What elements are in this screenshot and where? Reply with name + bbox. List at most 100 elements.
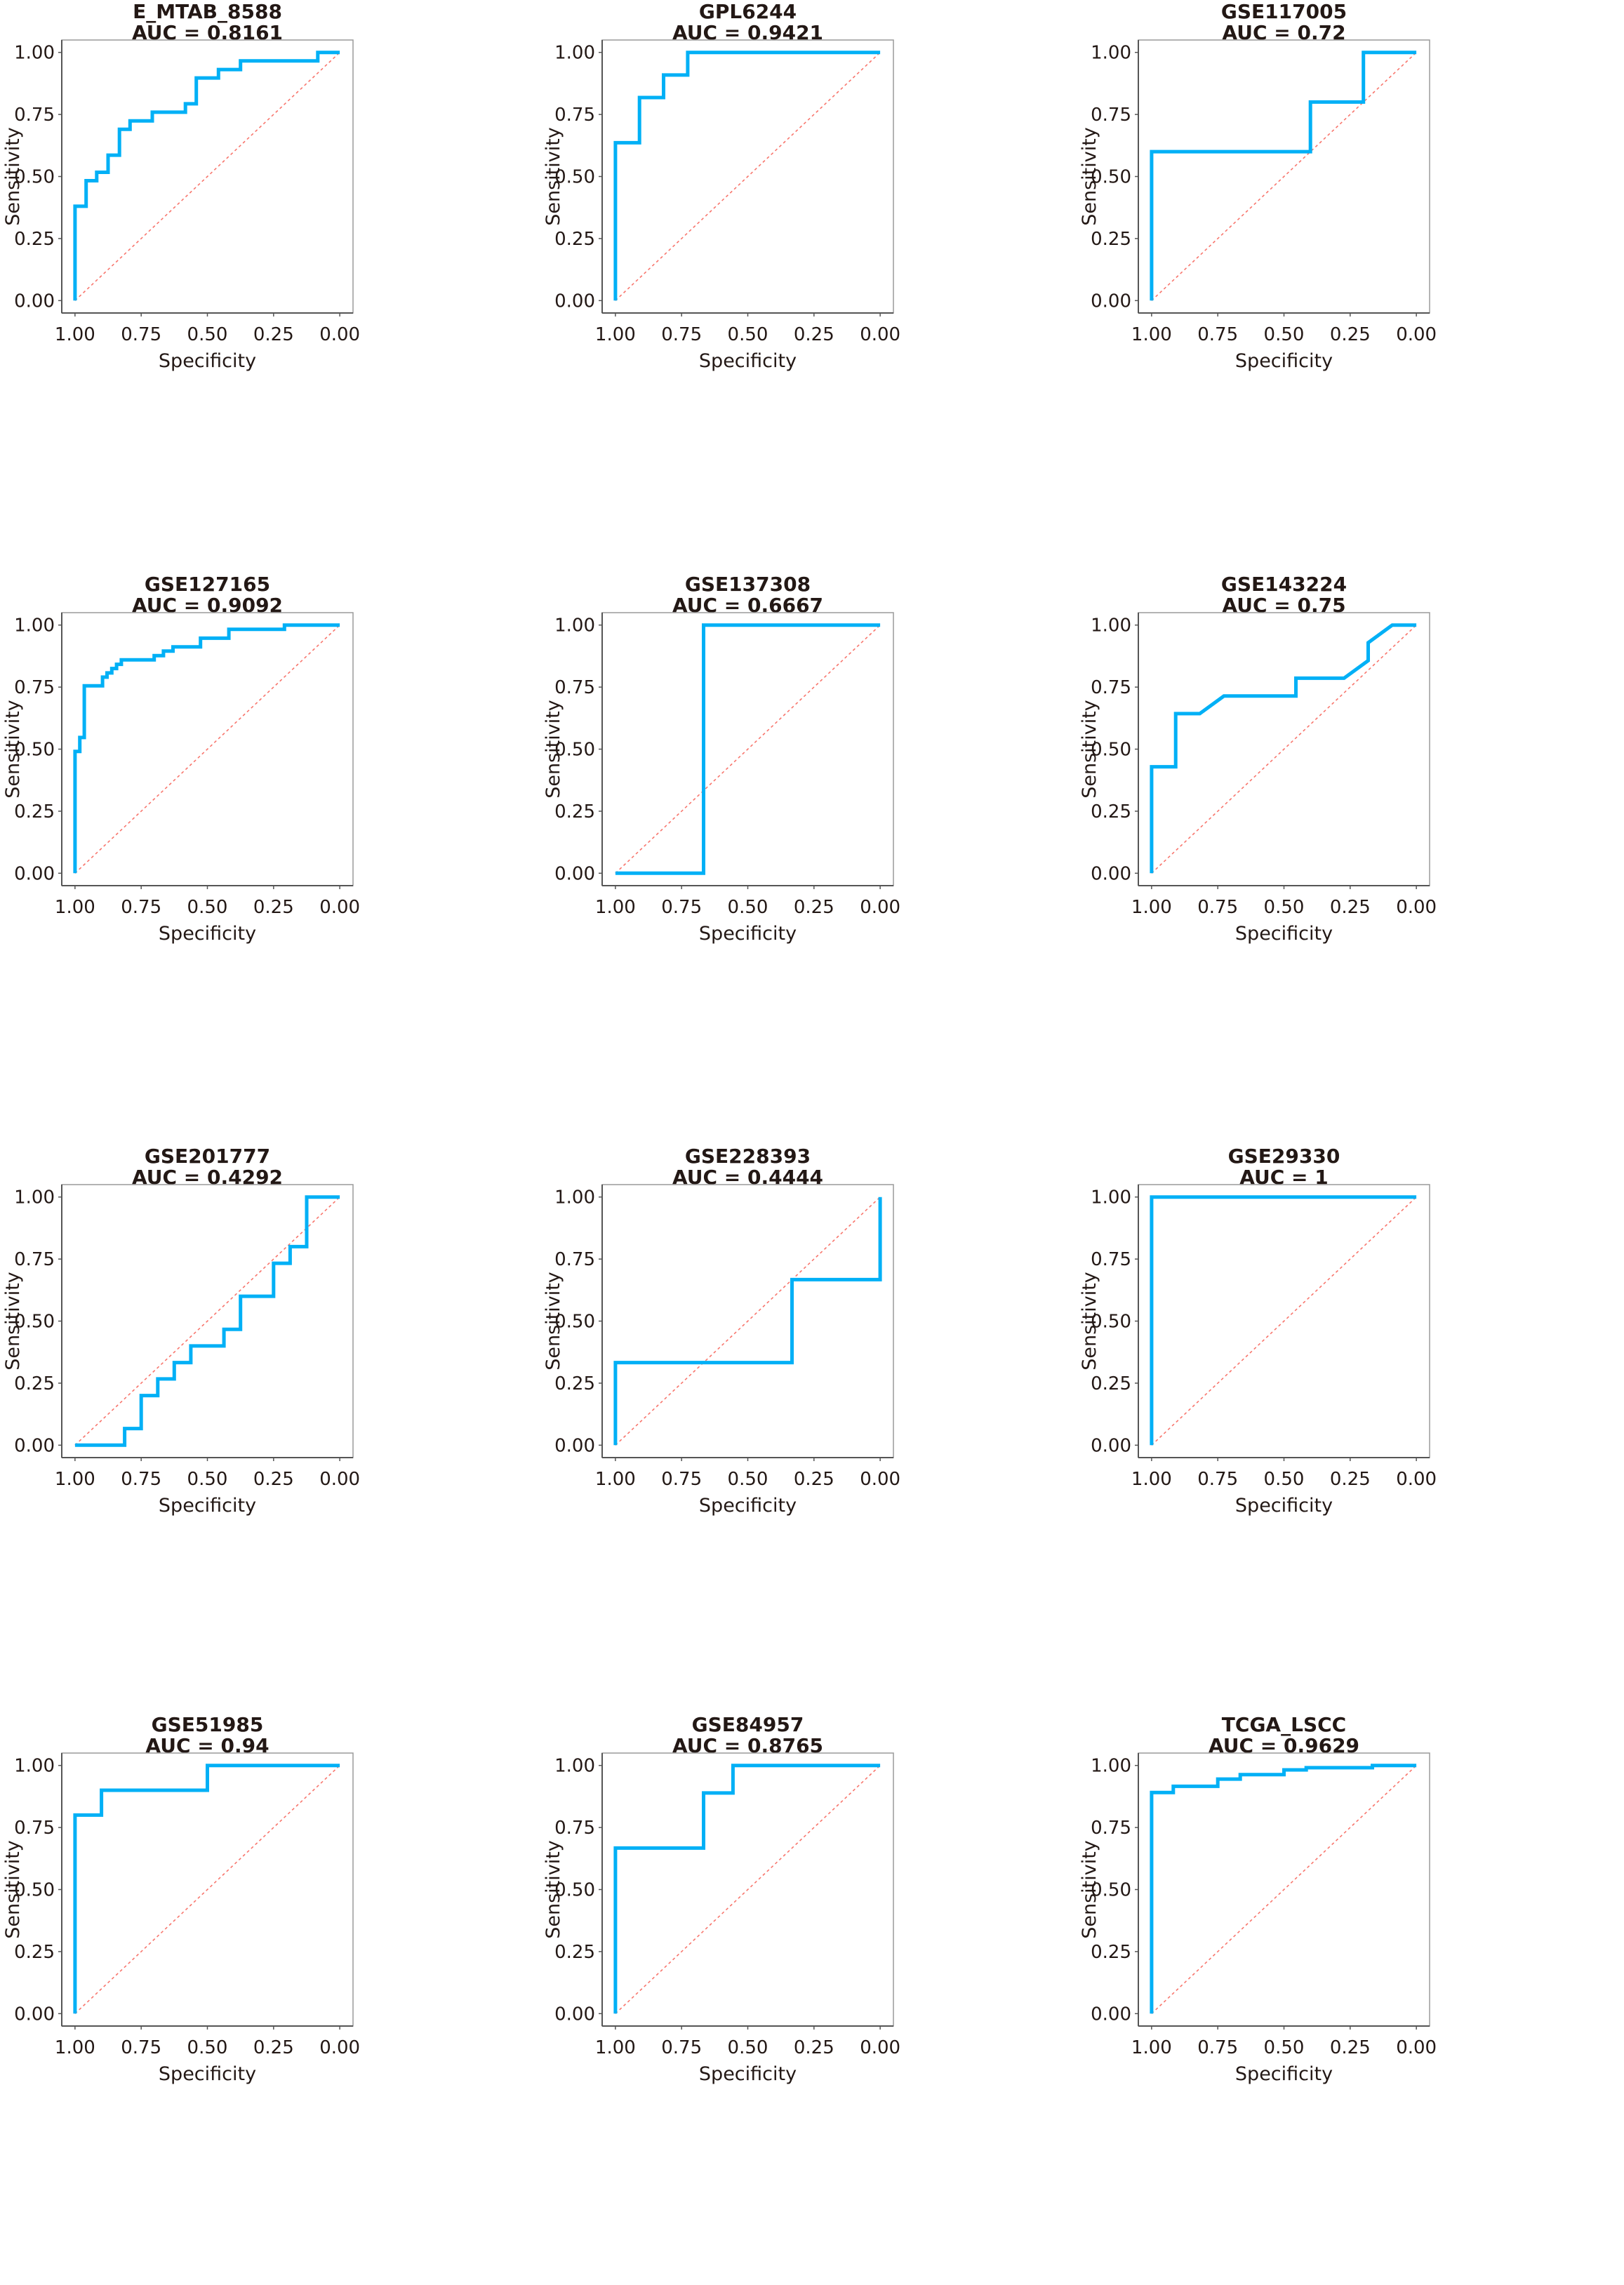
y-tick-label: 0.00 — [554, 1435, 595, 1456]
y-tick-label: 0.25 — [14, 801, 55, 822]
y-axis-label: Sensitivity — [1079, 1840, 1100, 1939]
y-tick-label: 0.00 — [14, 2004, 55, 2025]
x-tick-label: 1.00 — [595, 324, 636, 345]
chart-title: GSE127165 — [145, 573, 270, 596]
roc-curve — [613, 1764, 881, 2014]
y-tick-label: 0.25 — [14, 229, 55, 250]
x-tick-label: 1.00 — [55, 2037, 95, 2058]
y-tick-label: 0.75 — [554, 677, 595, 698]
y-tick-label: 0.00 — [14, 291, 55, 312]
x-axis-label: Specificity — [159, 2063, 256, 2085]
y-tick-label: 0.75 — [1091, 1818, 1131, 1839]
y-tick-label: 0.25 — [1091, 801, 1131, 822]
x-tick-label: 0.25 — [794, 1469, 834, 1490]
x-tick-label: 0.75 — [1197, 897, 1238, 918]
chart-title: GSE143224 — [1221, 573, 1347, 596]
x-tick-label: 1.00 — [1131, 324, 1172, 345]
y-axis-label: Sensitivity — [1079, 127, 1100, 226]
x-tick-label: 0.00 — [319, 324, 360, 345]
x-tick-label: 0.00 — [860, 2037, 900, 2058]
y-tick-label: 1.00 — [14, 43, 55, 64]
y-tick-label: 0.25 — [554, 1942, 595, 1963]
x-tick-label: 0.50 — [1264, 897, 1305, 918]
x-tick-label: 0.00 — [319, 1469, 360, 1490]
reference-diagonal — [615, 52, 881, 301]
roc-curve — [613, 51, 881, 301]
x-tick-label: 0.50 — [187, 1469, 228, 1490]
chart-title: TCGA_LSCC — [1222, 1713, 1346, 1736]
chart-title: GSE51985 — [152, 1713, 264, 1736]
reference-diagonal — [74, 1765, 340, 2014]
y-tick-label: 0.75 — [14, 677, 55, 698]
roc-panel: GSE137308 AUC = 0.6667 1.00 0.75 0.50 0.25 0.0… — [540, 573, 1081, 1145]
x-tick-label: 0.75 — [121, 324, 161, 345]
x-tick-label: 0.75 — [661, 1469, 702, 1490]
y-tick-label: 0.75 — [14, 1818, 55, 1839]
y-tick-label: 0.75 — [554, 1249, 595, 1270]
x-tick-label: 0.25 — [1330, 2037, 1371, 2058]
y-tick-label: 1.00 — [554, 1756, 595, 1777]
roc-panel: GSE84957 AUC = 0.8765 1.00 0.75 0.50 0.25 0.00… — [540, 1713, 1081, 2285]
y-tick-label: 0.00 — [1091, 2004, 1131, 2025]
y-axis-label: Sensitivity — [2, 1840, 24, 1939]
x-tick-label: 0.25 — [253, 897, 294, 918]
x-tick-label: 0.75 — [661, 2037, 702, 2058]
y-tick-label: 0.25 — [554, 229, 595, 250]
y-tick-label: 0.50 — [1091, 740, 1131, 761]
y-tick-label: 0.25 — [1091, 1942, 1131, 1963]
x-axis-label: Specificity — [159, 923, 256, 945]
roc-curve — [1150, 1764, 1417, 2014]
y-tick-label: 1.00 — [1091, 1187, 1131, 1208]
reference-diagonal — [74, 625, 340, 874]
chart-title: GSE29330 — [1228, 1145, 1340, 1168]
reference-diagonal — [615, 1197, 881, 1446]
roc-panel: GSE29330 AUC = 1 1.00 0.75 0.50 0.25 0.00 0.00 0… — [1077, 1145, 1618, 1717]
y-tick-label: 0.00 — [1091, 1435, 1131, 1456]
x-tick-label: 0.75 — [121, 2037, 161, 2058]
x-tick-label: 1.00 — [55, 1469, 95, 1490]
y-tick-label: 0.50 — [14, 740, 55, 761]
x-tick-label: 0.50 — [728, 2037, 768, 2058]
chart-title: GPL6244 — [699, 0, 797, 23]
roc-curve — [73, 623, 340, 874]
reference-diagonal — [74, 1197, 340, 1446]
x-tick-label: 1.00 — [595, 1469, 636, 1490]
y-tick-label: 0.50 — [14, 1880, 55, 1901]
x-axis-label: Specificity — [1235, 2063, 1333, 2085]
x-axis-label: Specificity — [1235, 923, 1333, 945]
x-tick-label: 0.50 — [187, 897, 228, 918]
y-tick-label: 0.00 — [554, 291, 595, 312]
y-tick-label: 1.00 — [14, 1756, 55, 1777]
y-tick-label: 0.75 — [1091, 1249, 1131, 1270]
chart-title: GSE117005 — [1221, 0, 1347, 23]
x-tick-label: 0.00 — [860, 324, 900, 345]
x-tick-label: 0.50 — [187, 2037, 228, 2058]
x-tick-label: 0.25 — [253, 324, 294, 345]
roc-curve — [615, 623, 881, 875]
x-tick-label: 0.00 — [1396, 324, 1437, 345]
y-axis-label: Sensitivity — [2, 127, 24, 226]
x-tick-label: 0.75 — [661, 897, 702, 918]
roc-panel: E_MTAB_8588 AUC = 0.8161 1.00 0.75 0.50 0.25 0… — [0, 0, 541, 572]
x-tick-label: 0.50 — [1264, 1469, 1305, 1490]
roc-curve — [1150, 623, 1417, 874]
y-tick-label: 1.00 — [14, 1187, 55, 1208]
x-tick-label: 0.00 — [1396, 897, 1437, 918]
roc-curve — [1150, 1195, 1417, 1446]
y-tick-label: 0.50 — [14, 167, 55, 188]
roc-panel: GSE127165 AUC = 0.9092 1.00 0.75 0.50 0.25 0.0… — [0, 573, 541, 1145]
y-tick-label: 1.00 — [1091, 43, 1131, 64]
x-tick-label: 0.75 — [121, 897, 161, 918]
x-axis-label: Specificity — [159, 350, 256, 372]
reference-diagonal — [1151, 52, 1417, 301]
y-tick-label: 1.00 — [554, 43, 595, 64]
x-tick-label: 0.75 — [1197, 1469, 1238, 1490]
y-tick-label: 0.00 — [554, 2004, 595, 2025]
chart-title: GSE228393 — [685, 1145, 811, 1168]
